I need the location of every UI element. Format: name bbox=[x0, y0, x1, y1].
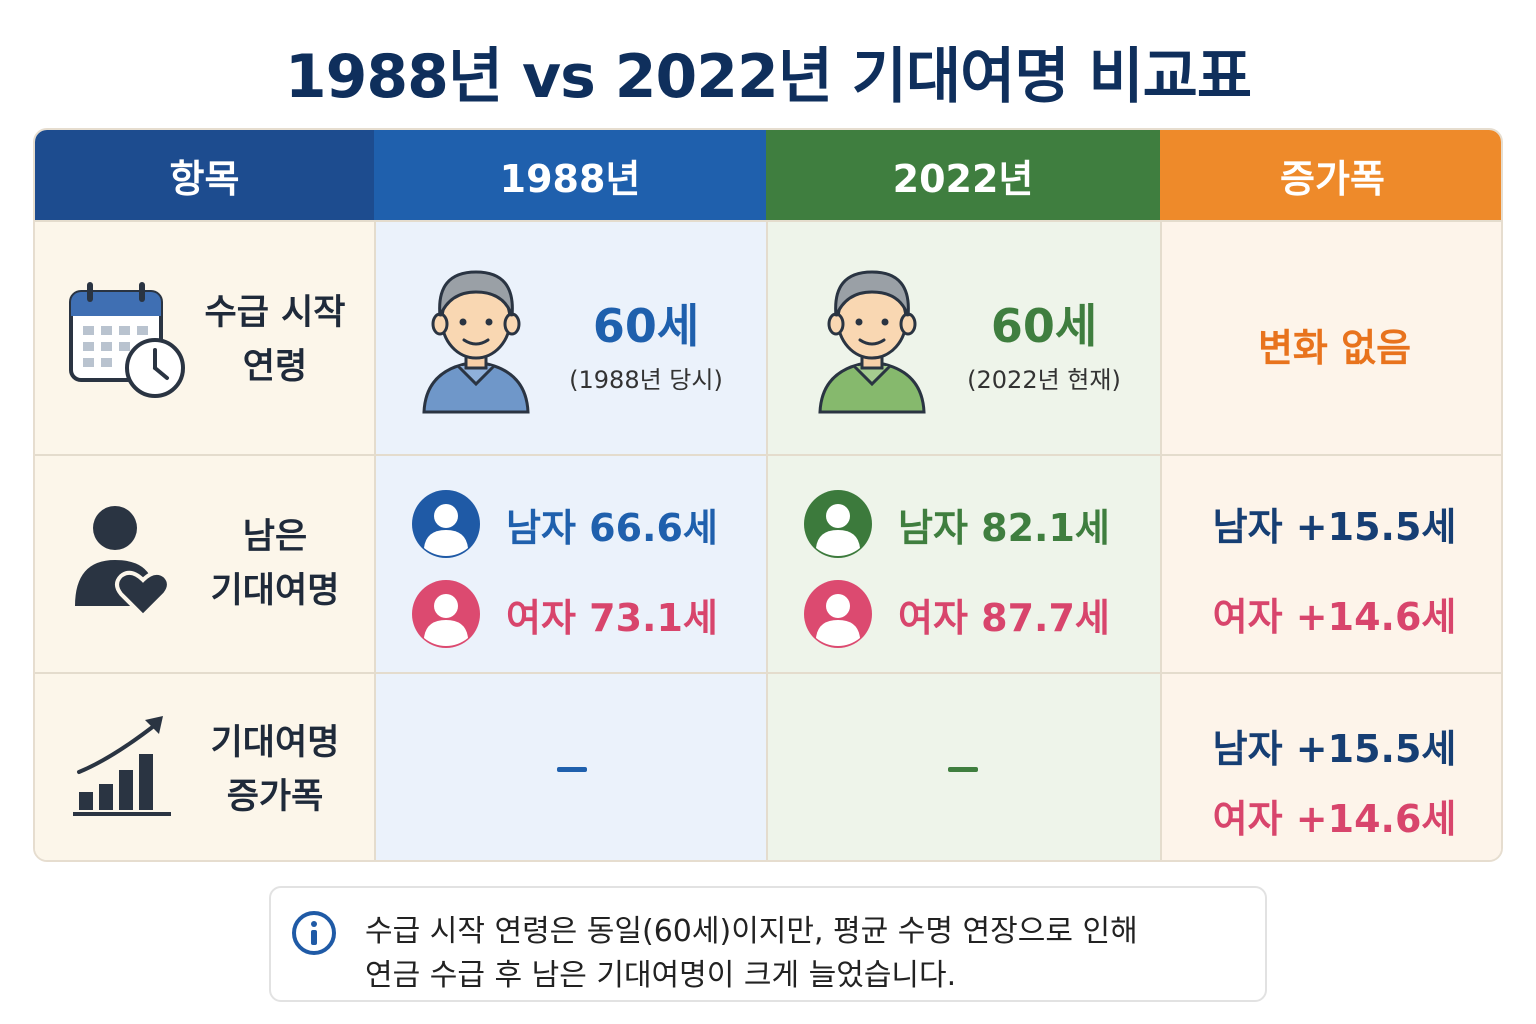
row-label: 수급 시작 연령 bbox=[175, 286, 375, 394]
label-line: 연령 bbox=[242, 347, 308, 387]
label-line: 증가폭 bbox=[226, 777, 324, 817]
row-remaining-2022-cell: 남자 82.1세 여자 87.7세 bbox=[766, 454, 1160, 672]
label-line: 남은 bbox=[242, 517, 308, 557]
info-icon bbox=[292, 911, 336, 955]
female-avatar-icon bbox=[412, 580, 480, 648]
female-value: 여자 73.1세 bbox=[506, 595, 718, 640]
value-text: 60세 bbox=[592, 299, 700, 353]
row-increase-label-cell: 기대여명 증가폭 bbox=[35, 672, 375, 860]
header-item: 항목 bbox=[35, 130, 374, 220]
row-start-age-1988-cell: 60세 (1988년 당시) bbox=[374, 220, 766, 454]
value-note: (2022년 현재) bbox=[967, 366, 1121, 394]
female-increase: 여자 +14.6세 bbox=[1212, 595, 1457, 639]
value-note: (1988년 당시) bbox=[569, 366, 723, 394]
row-start-age-label-cell: 수급 시작 연령 bbox=[35, 220, 374, 454]
info-note: 수급 시작 연령은 동일(60세)이지만, 평균 수명 연장으로 인해 연금 수… bbox=[269, 886, 1267, 1002]
start-age-1988-value: 60세 (1988년 당시) bbox=[546, 290, 746, 395]
header-2022: 2022년 bbox=[766, 130, 1160, 220]
male-value: 남자 66.6세 bbox=[506, 505, 718, 550]
person-heart-icon bbox=[75, 506, 171, 619]
female-avatar-icon bbox=[804, 580, 872, 648]
note-line: 연금 수급 후 남은 기대여명이 크게 늘었습니다. bbox=[365, 958, 957, 993]
calendar-clock-icon bbox=[69, 282, 185, 398]
row-increase-1988-cell bbox=[374, 672, 766, 860]
empty-dash bbox=[948, 767, 978, 772]
value-text: 60세 bbox=[990, 299, 1098, 353]
page-title: 1988년 vs 2022년 기대여명 비교표 bbox=[284, 42, 1252, 112]
empty-dash bbox=[557, 767, 587, 772]
row-remaining-1988-cell: 남자 66.6세 여자 73.1세 bbox=[374, 454, 766, 672]
female-increase: 여자 +14.6세 bbox=[1212, 797, 1457, 841]
row-remaining-label-cell: 남은 기대여명 bbox=[35, 454, 374, 672]
header-1988: 1988년 bbox=[374, 130, 766, 220]
comparison-table: 항목 1988년 2022년 증가폭 수급 시작 연령 bbox=[33, 128, 1503, 862]
row-increase-2022-cell bbox=[766, 672, 1160, 860]
note-line: 수급 시작 연령은 동일(60세)이지만, 평균 수명 연장으로 인해 bbox=[365, 914, 1138, 949]
elderly-man-blue-icon bbox=[422, 270, 530, 414]
male-life-2022: 남자 82.1세 bbox=[802, 488, 1110, 560]
row-label: 남은 기대여명 bbox=[175, 510, 375, 618]
start-age-2022-value: 60세 (2022년 현재) bbox=[944, 290, 1144, 395]
growth-chart-icon bbox=[73, 716, 171, 816]
male-value: 남자 82.1세 bbox=[898, 505, 1110, 550]
female-value: 여자 87.7세 bbox=[898, 595, 1110, 640]
label-line: 수급 시작 bbox=[204, 293, 346, 333]
female-life-1988: 여자 73.1세 bbox=[410, 578, 718, 650]
elderly-man-green-icon bbox=[818, 270, 926, 414]
male-increase: 남자 +15.5세 bbox=[1212, 727, 1457, 771]
no-change-text: 변화 없음 bbox=[1257, 326, 1412, 370]
male-avatar-icon bbox=[804, 490, 872, 558]
label-line: 기대여명 bbox=[210, 723, 340, 763]
label-line: 기대여명 bbox=[210, 571, 340, 611]
row-start-age-increase-cell: 변화 없음 bbox=[1160, 220, 1501, 454]
row-label: 기대여명 증가폭 bbox=[175, 716, 375, 824]
row-remaining-increase-cell: 남자 +15.5세 여자 +14.6세 bbox=[1160, 454, 1501, 672]
male-life-1988: 남자 66.6세 bbox=[410, 488, 718, 560]
row-start-age-2022-cell: 60세 (2022년 현재) bbox=[766, 220, 1160, 454]
male-avatar-icon bbox=[412, 490, 480, 558]
female-life-2022: 여자 87.7세 bbox=[802, 578, 1110, 650]
male-increase: 남자 +15.5세 bbox=[1212, 505, 1457, 549]
header-increase: 증가폭 bbox=[1160, 130, 1501, 220]
row-increase-increase-cell: 남자 +15.5세 여자 +14.6세 bbox=[1160, 672, 1501, 860]
